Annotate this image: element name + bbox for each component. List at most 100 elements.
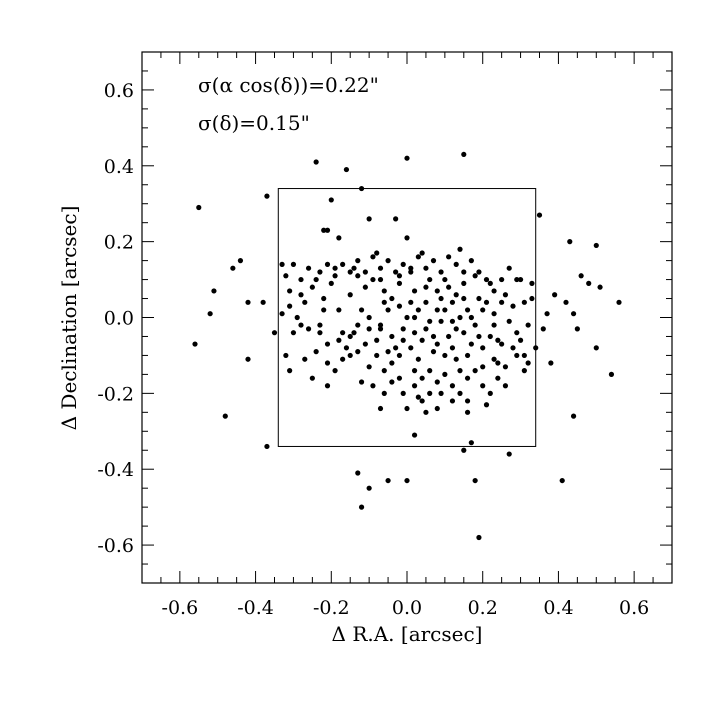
data-point — [476, 295, 482, 302]
data-point — [287, 368, 293, 374]
data-point — [495, 375, 501, 381]
data-point — [468, 341, 474, 347]
data-point — [287, 303, 293, 309]
data-point — [491, 288, 497, 294]
data-point — [358, 504, 365, 510]
data-point — [408, 299, 414, 305]
data-point — [396, 375, 403, 381]
data-point — [457, 390, 463, 396]
data-point — [237, 258, 244, 264]
data-point — [328, 197, 334, 203]
data-point — [586, 280, 592, 286]
data-point — [404, 314, 410, 321]
data-point — [294, 314, 300, 321]
data-point — [514, 276, 520, 283]
data-point — [525, 322, 531, 328]
data-point — [442, 307, 448, 313]
data-point — [430, 258, 437, 264]
data-point — [464, 307, 471, 313]
data-point — [570, 413, 577, 419]
data-point — [552, 292, 558, 298]
data-points — [192, 151, 622, 541]
data-point — [298, 276, 304, 283]
data-point — [211, 288, 217, 294]
data-point — [491, 311, 497, 317]
x-tick-label: -0.6 — [162, 597, 199, 619]
data-point — [374, 250, 380, 256]
data-point — [442, 371, 448, 377]
data-point — [544, 311, 550, 317]
data-point — [340, 261, 346, 267]
data-point — [442, 276, 448, 283]
data-point — [502, 383, 509, 389]
data-point — [340, 356, 346, 362]
data-point — [324, 341, 331, 347]
data-point — [411, 368, 418, 374]
data-point — [404, 235, 410, 241]
data-point — [483, 276, 490, 283]
data-point — [264, 443, 270, 450]
data-point — [313, 349, 319, 355]
data-point — [529, 295, 535, 302]
data-point — [487, 390, 493, 396]
data-point — [385, 307, 391, 313]
data-point — [408, 265, 414, 271]
data-point — [381, 288, 387, 294]
data-point — [366, 364, 372, 370]
data-point — [245, 356, 251, 362]
data-point — [438, 295, 444, 302]
data-point — [196, 204, 202, 211]
data-point — [567, 239, 573, 245]
data-point — [317, 322, 323, 328]
data-point — [385, 477, 391, 484]
data-point — [434, 307, 440, 313]
data-point — [563, 299, 569, 305]
data-point — [230, 265, 236, 271]
data-point — [374, 352, 380, 359]
data-point — [464, 352, 471, 359]
data-point — [464, 398, 471, 404]
data-point — [499, 276, 505, 283]
data-point — [415, 307, 421, 313]
data-point — [411, 330, 418, 336]
data-point — [408, 345, 414, 351]
data-point — [480, 383, 486, 389]
data-point — [415, 254, 421, 260]
data-point — [366, 314, 372, 321]
data-point — [472, 273, 478, 279]
data-point — [321, 307, 327, 313]
data-point — [324, 261, 331, 267]
data-point — [260, 299, 266, 305]
data-point — [525, 360, 531, 366]
data-point — [570, 311, 577, 317]
data-point — [336, 337, 342, 343]
data-point — [347, 333, 353, 340]
data-point — [427, 318, 433, 324]
data-point — [514, 330, 520, 336]
data-point — [461, 269, 467, 275]
data-point — [464, 409, 471, 415]
data-point — [449, 299, 456, 305]
data-point — [442, 352, 448, 359]
data-point — [468, 314, 474, 321]
data-point — [355, 470, 361, 476]
data-point — [355, 349, 361, 355]
y-tick-label: -0.6 — [97, 535, 134, 557]
data-point — [389, 333, 395, 340]
data-point — [317, 269, 323, 275]
data-point — [393, 269, 399, 275]
x-tick-label: -0.4 — [237, 597, 274, 619]
data-point — [427, 368, 433, 374]
data-point — [366, 216, 372, 222]
data-point — [593, 345, 599, 351]
data-point — [336, 235, 342, 241]
plot-frame — [141, 51, 673, 584]
data-point — [453, 261, 459, 267]
data-point — [574, 326, 580, 332]
data-point — [536, 212, 543, 218]
data-point — [343, 345, 350, 351]
data-point — [461, 330, 467, 336]
data-point — [502, 292, 509, 298]
data-point — [521, 368, 527, 374]
data-point — [317, 330, 323, 336]
